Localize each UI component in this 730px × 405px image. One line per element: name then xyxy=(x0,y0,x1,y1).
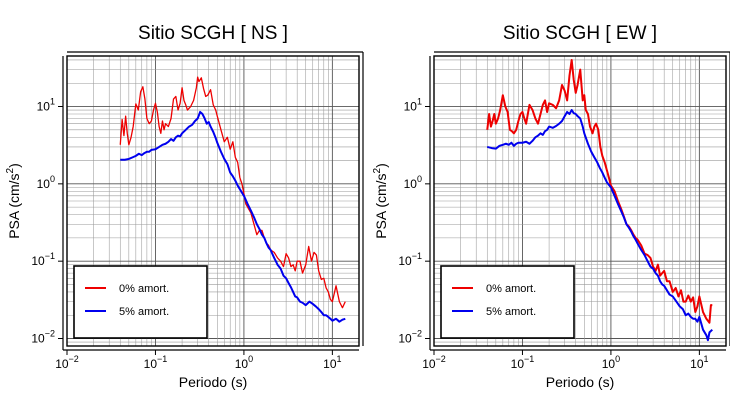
chart-0-x-tick-label: 10−1 xyxy=(144,354,168,371)
chart-1-y-tick-label: 10−2 xyxy=(398,329,422,346)
chart-1-y-tick-label: 100 xyxy=(404,174,422,191)
chart-1-title: Sitio SCGH [ EW ] xyxy=(503,23,657,44)
chart-1-series-group xyxy=(486,58,713,342)
chart-1-y-tick-label: 10−1 xyxy=(398,251,422,268)
chart-0-y-tick-label: 10−2 xyxy=(31,329,55,346)
chart-1-y-tick-label: 101 xyxy=(404,97,422,114)
chart-0-legend-label-0: 0% amort. xyxy=(119,283,169,295)
chart-1-legend-label-0: 0% amort. xyxy=(486,283,536,295)
chart-0-y-axis-label: PSA (cm/s2) xyxy=(5,163,22,239)
chart-1-x-tick-label: 10−1 xyxy=(511,354,535,371)
chart-0-y-tick-label: 100 xyxy=(37,174,55,191)
chart-1-frame xyxy=(433,55,727,347)
chart-0-series-1-line xyxy=(120,110,346,323)
chart-0-x-tick-label: 100 xyxy=(235,354,253,371)
chart-1-y-axis-label: PSA (cm/s2) xyxy=(372,163,389,239)
chart-0-legend-label-1: 5% amort. xyxy=(119,306,169,318)
chart-1-legend: 0% amort. 5% amort. xyxy=(440,265,575,339)
chart-0-y-tick-label: 101 xyxy=(37,97,55,114)
chart-0-y-tick-label: 10−1 xyxy=(31,251,55,268)
chart-1-x-tick-label: 10−2 xyxy=(422,354,446,371)
chart-0-x-tick-label: 10−2 xyxy=(55,354,79,371)
chart-0-legend-box xyxy=(73,265,208,339)
chart-0-series-0-line xyxy=(119,76,346,309)
chart-1-series-1-line xyxy=(487,109,713,342)
chart-0-frame xyxy=(66,55,360,347)
chart-0-legend: 0% amort. 5% amort. xyxy=(73,265,208,339)
chart-0-title: Sitio SCGH [ NS ] xyxy=(138,23,288,44)
chart-1-panel: 10−2 10−1 100 101 10−2 10−1 100 101 Sitio SCGH [… xyxy=(372,23,730,390)
chart-0-panel: 10−2 10−1 100 101 10−2 10−1 100 101 Sitio SCGH [… xyxy=(5,23,364,390)
chart-0-series-group xyxy=(119,76,346,323)
chart-0-x-axis-label: Periodo (s) xyxy=(179,374,247,390)
chart-1-x-tick-label: 101 xyxy=(690,354,708,371)
chart-1-series-0-line xyxy=(486,58,713,324)
chart-0-x-tick-label: 101 xyxy=(323,354,341,371)
chart-1-x-tick-label: 100 xyxy=(602,354,620,371)
chart-1-legend-label-1: 5% amort. xyxy=(486,306,536,318)
chart-1-x-axis-label: Periodo (s) xyxy=(546,374,614,390)
chart-1-legend-box xyxy=(440,265,575,339)
